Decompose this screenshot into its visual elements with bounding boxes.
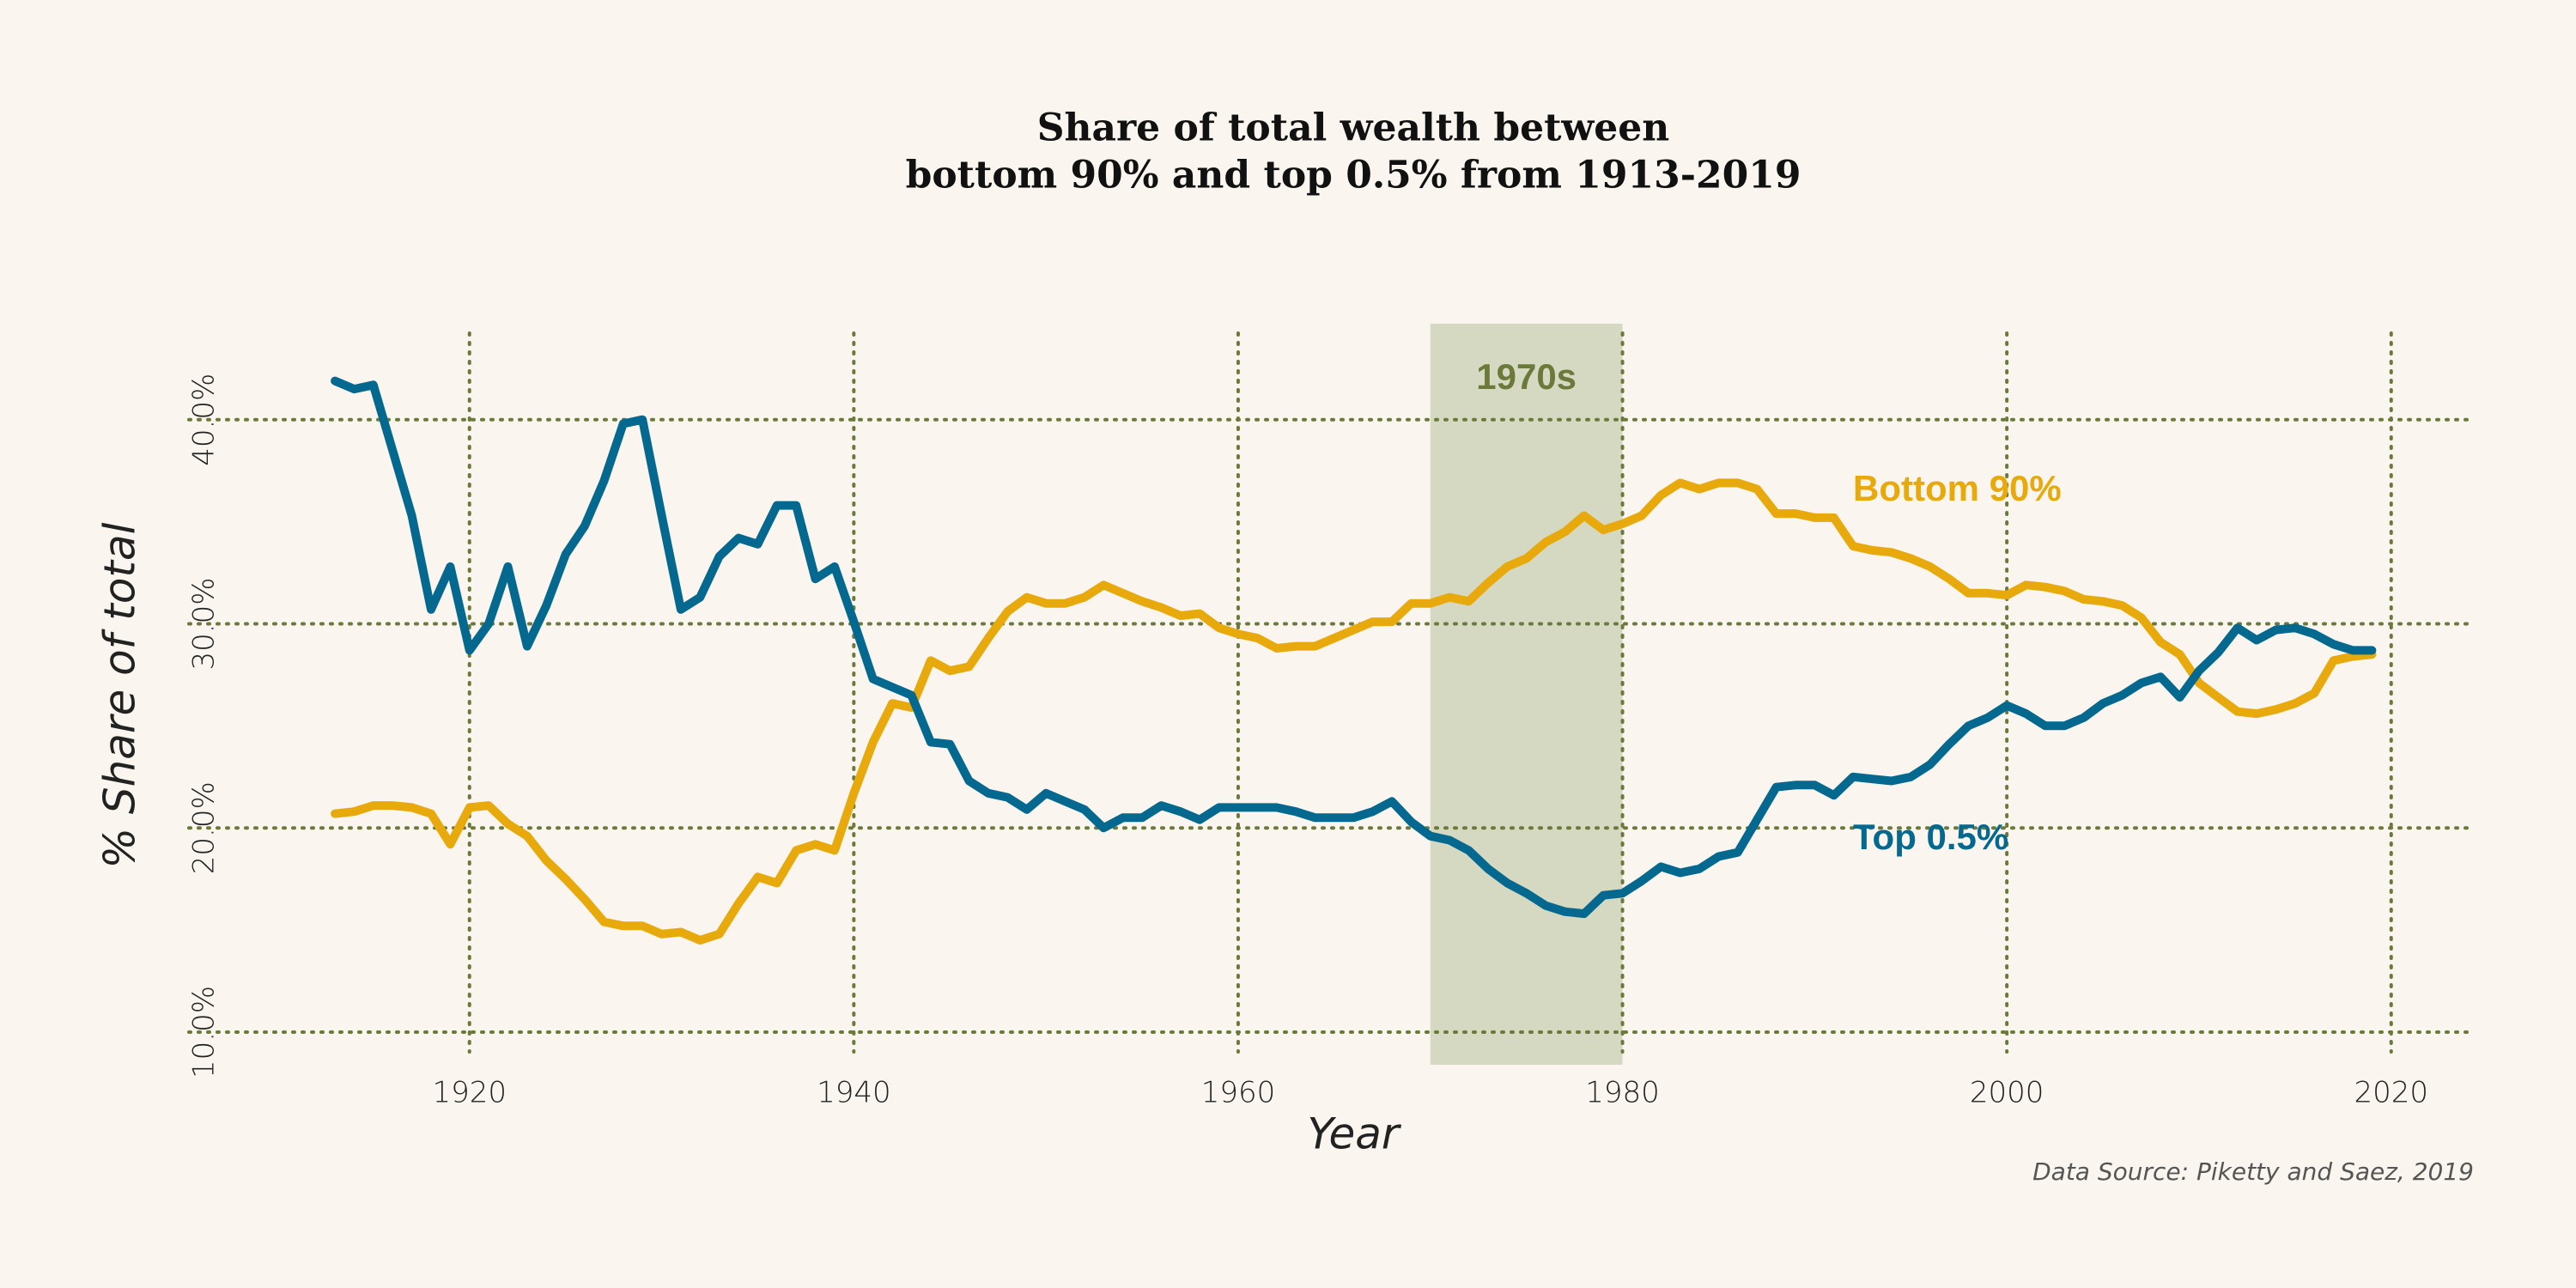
x-tick-label: 1980	[1585, 1076, 1660, 1110]
series-label: Top 0.5%	[1853, 817, 2008, 857]
series-line	[331, 376, 2377, 919]
series-label: Bottom 90%	[1853, 468, 2062, 508]
y-tick-label: 30.0%	[187, 577, 222, 670]
x-tick-label: 2000	[1970, 1076, 2044, 1110]
source-note: Data Source: Piketty and Saez, 2019	[2032, 1157, 2474, 1186]
x-tick-label: 1960	[1201, 1076, 1276, 1110]
x-tick-label: 1940	[817, 1076, 891, 1110]
y-tick-label: 20.0%	[187, 781, 222, 874]
x-tick-label: 2020	[2354, 1076, 2428, 1110]
x-tick-label: 1920	[432, 1076, 507, 1110]
x-axis-label: Year	[1307, 1109, 1401, 1159]
highlight-band	[1430, 324, 1623, 1065]
chart-title: Share of total wealth between	[1037, 106, 1670, 150]
y-tick-label: 40.0%	[187, 374, 222, 466]
y-axis-label: % Share of total	[95, 522, 145, 868]
series-line	[331, 478, 2377, 945]
y-tick-label: 10.0%	[187, 986, 222, 1078]
chart-title: bottom 90% and top 0.5% from 1913-2019	[906, 154, 1801, 197]
highlight-label: 1970s	[1476, 356, 1577, 397]
